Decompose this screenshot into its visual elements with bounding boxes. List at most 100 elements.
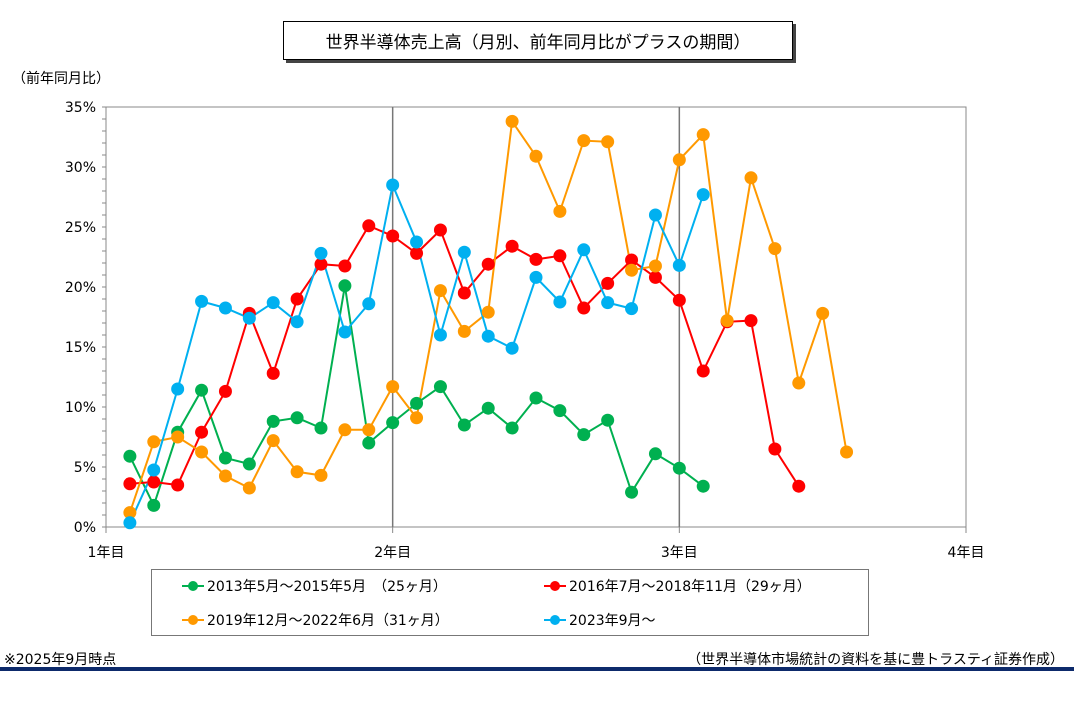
data-point-series-2	[696, 128, 710, 142]
data-point-series-2	[792, 376, 806, 390]
data-point-series-0	[147, 498, 161, 512]
data-point-series-1	[314, 257, 328, 271]
plot-area-border	[105, 106, 967, 528]
y-tick-label: 5%	[74, 460, 96, 476]
data-point-series-0	[195, 383, 209, 397]
data-point-series-3	[123, 516, 137, 530]
y-tick-label: 10%	[65, 400, 96, 416]
data-point-series-3	[266, 296, 280, 310]
data-point-series-1	[768, 442, 782, 456]
data-point-series-3	[171, 382, 185, 396]
data-point-series-3	[242, 311, 256, 325]
data-point-series-2	[481, 305, 495, 319]
data-point-series-2	[290, 465, 304, 479]
data-point-series-1	[386, 229, 400, 243]
legend-item-2023: 2023年9月～	[544, 610, 656, 630]
data-point-series-1	[529, 252, 543, 266]
data-point-series-1	[577, 301, 591, 315]
data-point-series-2	[601, 135, 615, 149]
data-point-series-0	[577, 428, 591, 442]
data-point-series-2	[672, 153, 686, 167]
legend-swatch	[182, 614, 204, 626]
data-point-series-2	[147, 435, 161, 449]
x-tick-label: 4年目	[948, 545, 985, 561]
legend-item-2016: 2016年7月～2018年11月（29ヶ月）	[544, 576, 811, 596]
chart-title: 世界半導体売上高（月別、前年同月比がプラスの期間）	[283, 21, 793, 60]
data-point-series-0	[410, 396, 424, 410]
data-point-series-0	[433, 380, 447, 394]
data-point-series-3	[553, 295, 567, 309]
data-point-series-1	[171, 478, 185, 492]
data-point-series-0	[338, 279, 352, 293]
data-point-series-1	[744, 314, 758, 328]
data-point-series-3	[625, 302, 639, 316]
x-tick-label: 3年目	[661, 545, 698, 561]
y-tick-label: 20%	[65, 280, 96, 296]
data-point-series-1	[696, 364, 710, 378]
legend-item-2019: 2019年12月～2022年6月（31ヶ月）	[182, 610, 449, 630]
data-point-series-2	[744, 171, 758, 185]
y-tick-label: 35%	[65, 100, 96, 116]
legend-swatch	[544, 614, 566, 626]
data-point-series-3	[529, 270, 543, 284]
data-point-series-2	[433, 284, 447, 298]
data-point-series-1	[218, 384, 232, 398]
data-point-series-3	[505, 341, 519, 355]
data-point-series-3	[386, 178, 400, 192]
data-point-series-1	[410, 246, 424, 260]
data-point-series-2	[457, 324, 471, 338]
data-point-series-3	[338, 325, 352, 339]
series-line-1	[129, 224, 800, 487]
data-point-series-0	[505, 421, 519, 435]
data-point-series-0	[625, 485, 639, 499]
data-point-series-2	[553, 204, 567, 218]
data-point-series-0	[242, 457, 256, 471]
legend-item-2013: 2013年5月～2015年5月 （25ヶ月）	[182, 576, 447, 596]
y-tick-label: 15%	[65, 340, 96, 356]
data-point-series-3	[290, 315, 304, 329]
data-point-series-1	[457, 286, 471, 300]
data-point-series-1	[123, 477, 137, 491]
data-point-series-1	[601, 276, 615, 290]
legend-label: 2019年12月～2022年6月（31ヶ月）	[207, 613, 449, 629]
data-point-series-0	[553, 404, 567, 418]
x-tick-label: 1年目	[88, 545, 125, 561]
data-point-series-2	[505, 114, 519, 128]
data-point-series-0	[672, 461, 686, 475]
data-point-series-2	[410, 411, 424, 425]
y-axis-label: （前年同月比）	[12, 71, 110, 87]
footer-rule	[0, 667, 1074, 671]
data-point-series-2	[625, 263, 639, 277]
data-point-series-0	[457, 418, 471, 432]
data-point-series-1	[195, 425, 209, 439]
data-point-series-1	[290, 292, 304, 306]
x-tick-label: 2年目	[374, 545, 411, 561]
data-point-series-1	[362, 219, 376, 233]
data-point-series-3	[672, 258, 686, 272]
data-point-series-3	[218, 301, 232, 315]
data-point-series-2	[529, 149, 543, 163]
data-point-series-2	[720, 314, 734, 328]
data-point-series-2	[816, 306, 830, 320]
data-point-series-1	[625, 253, 639, 267]
data-point-series-2	[386, 380, 400, 394]
legend-label: 2023年9月～	[569, 613, 656, 629]
legend: 2013年5月～2015年5月 （25ヶ月） 2016年7月～2018年11月（…	[151, 569, 869, 636]
data-point-series-0	[314, 421, 328, 435]
legend-label: 2016年7月～2018年11月（29ヶ月）	[569, 579, 811, 595]
y-tick-label: 0%	[74, 520, 96, 536]
footnote: ※2025年9月時点	[4, 652, 117, 668]
data-point-series-2	[648, 259, 662, 273]
data-point-series-3	[481, 329, 495, 343]
data-point-series-3	[696, 188, 710, 202]
data-point-series-0	[529, 391, 543, 405]
data-point-series-2	[314, 468, 328, 482]
source-note: （世界半導体市場統計の資料を基に豊トラスティ証券作成）	[687, 652, 1064, 668]
data-point-series-3	[362, 297, 376, 311]
legend-swatch	[182, 580, 204, 592]
data-point-series-0	[481, 401, 495, 415]
data-point-series-2	[768, 242, 782, 256]
data-point-series-0	[386, 416, 400, 430]
